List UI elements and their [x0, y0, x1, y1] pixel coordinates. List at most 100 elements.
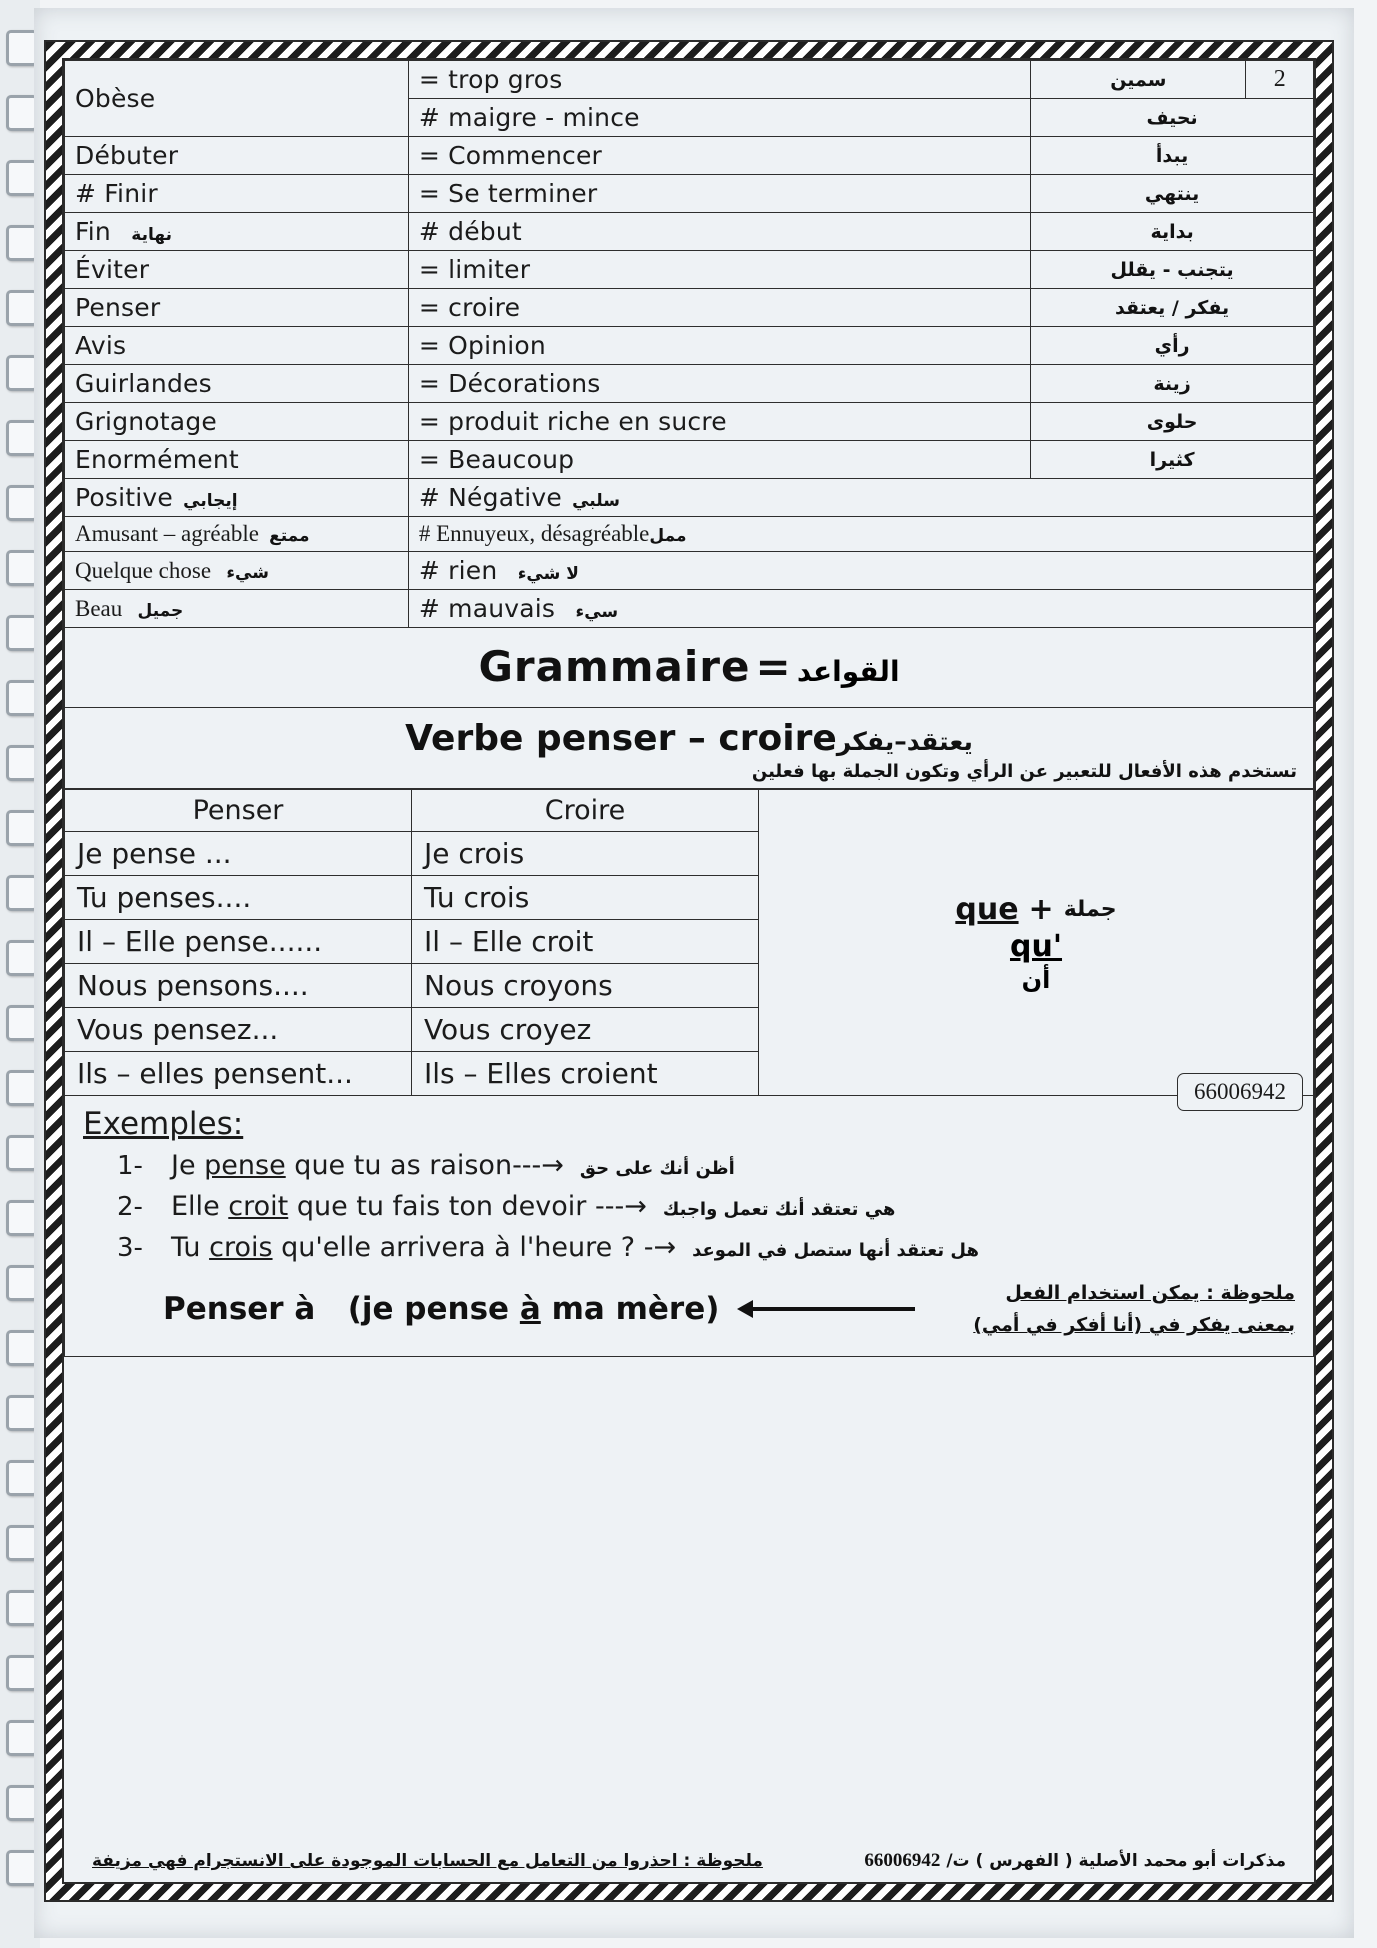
term-arabic: يبدأ	[1155, 144, 1189, 167]
table-row: Beau جميل # mauvais سيء	[64, 589, 1314, 628]
qu-elided-keyword: qu'	[1009, 928, 1063, 964]
conjugation-penser: Vous pensez...	[64, 1007, 412, 1052]
table-row: Enormément = Beaucoup كثيرا	[64, 440, 1314, 479]
term-arabic: بداية	[1150, 220, 1194, 243]
conjugation-penser: Il – Elle pense......	[64, 919, 412, 964]
example-item: 1- Je pense que tu as raison---→ أظن أنك…	[117, 1150, 1295, 1181]
term-arabic: يتجنب - يقلل	[1110, 258, 1234, 281]
term-french: Penser	[75, 293, 161, 322]
term-arabic: زينة	[1153, 372, 1191, 395]
term-definition: = Commencer	[418, 141, 603, 170]
conjugation-penser: Nous pensons....	[64, 963, 412, 1008]
term-definition: = Se terminer	[418, 179, 598, 208]
example-arabic: أظن أنك على حق	[579, 1158, 735, 1179]
footer-phone: 66006942	[864, 1850, 941, 1871]
term-definition: = limiter	[418, 255, 531, 284]
conjugation-croire: Ils – Elles croient	[411, 1051, 759, 1096]
verb-usage-note: تستخدم هذه الأفعال للتعبير عن الرأي وتكو…	[751, 761, 1297, 782]
grammar-banner: Grammaire = القواعد	[64, 628, 1314, 708]
table-row: # Finir = Se terminer ينتهي	[64, 174, 1314, 213]
term-french-arabic: نهاية	[131, 225, 172, 245]
term-definition: # maigre - mince	[418, 103, 640, 132]
term-definition-arabic: ممل	[649, 526, 687, 546]
examples-title: Exemples:	[83, 1106, 244, 1142]
example-arabic: هي تعتقد أنك تعمل واجبك	[662, 1199, 896, 1220]
table-row: Grignotage = produit riche en sucre حلوى	[64, 402, 1314, 441]
arrow-icon: →	[541, 1150, 564, 1181]
penser-a-note: ملحوظة : يمكن استخدام الفعل بمعنى يفكر ف…	[973, 1277, 1295, 1342]
verb-banner: Verbe penser – croireيعتقد–يفكر تستخدم ه…	[64, 708, 1314, 789]
term-french-arabic: إيجابي	[183, 491, 238, 511]
term-arabic: ينتهي	[1144, 182, 1200, 205]
term-definition: = trop gros	[418, 65, 563, 94]
table-row: Guirlandes = Décorations زينة	[64, 364, 1314, 403]
note-line-2: بمعنى يفكر في (أنا أفكر في أمي)	[973, 1314, 1295, 1337]
penser-a-label: Penser à	[163, 1291, 316, 1328]
conjugation-croire: Il – Elle croit	[411, 919, 759, 964]
examples-section: Exemples: 1- Je pense que tu as raison--…	[64, 1096, 1314, 1357]
table-row: Nous pensons.... Nous croyons	[64, 963, 759, 1008]
grammar-equals: =	[755, 642, 792, 691]
decorative-frame: Obèse = trop gros سمين 2 # maigre - minc…	[44, 40, 1334, 1902]
example-number: 3-	[117, 1233, 143, 1263]
term-arabic: حلوى	[1146, 410, 1198, 433]
que-rule-box: que + جملة qu' أن 66006942	[759, 789, 1314, 1111]
conjugation-penser: Ils – elles pensent...	[64, 1051, 412, 1096]
verb-title: Verbe penser – croire	[405, 718, 837, 759]
example-verb: croit	[228, 1191, 289, 1222]
term-french: Éviter	[75, 255, 150, 284]
footer-right-note: مذكرات أبو محمد الأصلية ( الفهرس ) ت/ 66…	[864, 1850, 1286, 1872]
example-verb: pense	[204, 1150, 286, 1181]
table-row: Positive إيجابي # Négative سلبي	[64, 478, 1314, 517]
conjugation-table: Penser Croire Je pense ... Je crois Tu p…	[64, 789, 759, 1096]
example-item: 2- Elle croit que tu fais ton devoir ---…	[117, 1191, 1295, 1222]
vocabulary-table: Obèse = trop gros سمين 2 # maigre - minc…	[64, 60, 1314, 628]
term-french: Beau	[75, 595, 123, 621]
term-french: Fin	[75, 217, 111, 246]
example-subject: Elle	[171, 1191, 229, 1222]
term-arabic: كثيرا	[1149, 448, 1195, 471]
table-row: Amusant – agréable ممتع # Ennuyeux, désa…	[64, 516, 1314, 552]
term-arabic: يفكر / يعتقد	[1115, 296, 1230, 319]
conjugation-penser: Je pense ...	[64, 831, 412, 876]
term-definition: = croire	[418, 293, 521, 322]
stamp-code: 66006942	[1177, 1073, 1303, 1111]
table-row: Fin نهاية # début بداية	[64, 212, 1314, 251]
penser-a-section: Penser à (je pense à ma mère) ملحوظة : ي…	[163, 1277, 1295, 1342]
example-subject: Tu	[171, 1232, 210, 1263]
example-arabic: هل تعتقد أنها ستصل في الموعد	[692, 1240, 979, 1261]
page-footer: مذكرات أبو محمد الأصلية ( الفهرس ) ت/ 66…	[82, 1850, 1296, 1872]
term-arabic: نحيف	[1146, 106, 1198, 129]
term-french: Obèse	[75, 84, 156, 113]
table-row: Penser = croire يفكر / يعتقد	[64, 288, 1314, 327]
page-content: Obèse = trop gros سمين 2 # maigre - minc…	[62, 58, 1316, 1884]
que-keyword: que	[955, 891, 1019, 927]
term-definition-arabic: سلبي	[572, 491, 620, 511]
penser-a-open: (je pense	[347, 1291, 520, 1328]
example-verb: crois	[209, 1232, 273, 1263]
column-header-penser: Penser	[64, 789, 412, 832]
term-definition: = produit riche en sucre	[418, 407, 727, 436]
term-definition: = Décorations	[418, 369, 601, 398]
example-subject: Je	[171, 1150, 205, 1181]
verb-title-arabic: يعتقد–يفكر	[836, 727, 973, 756]
term-french: Guirlandes	[75, 369, 212, 398]
penser-a-close: ma mère)	[540, 1291, 720, 1328]
term-definition: # début	[418, 217, 522, 246]
table-row: Débuter = Commencer يبدأ	[64, 136, 1314, 175]
example-number: 1-	[117, 1151, 143, 1181]
term-arabic: سمين	[1110, 68, 1167, 91]
table-row: Éviter = limiter يتجنب - يقلل	[64, 250, 1314, 289]
term-french: Positive	[75, 483, 173, 512]
conjugation-penser: Tu penses....	[64, 875, 412, 920]
page-number: 2	[1273, 66, 1286, 92]
term-french: Avis	[75, 331, 127, 360]
table-row: Obèse = trop gros سمين 2	[64, 60, 1314, 137]
penser-a-preposition: à	[519, 1291, 541, 1328]
grammar-title-arabic: القواعد	[796, 655, 900, 688]
table-header-row: Penser Croire	[64, 789, 759, 832]
footer-warning: ملحوظة : احذروا من التعامل مع الحسابات ا…	[92, 1851, 763, 1871]
term-definition-arabic: لا شيء	[517, 564, 579, 584]
table-row: Ils – elles pensent... Ils – Elles croie…	[64, 1051, 759, 1096]
